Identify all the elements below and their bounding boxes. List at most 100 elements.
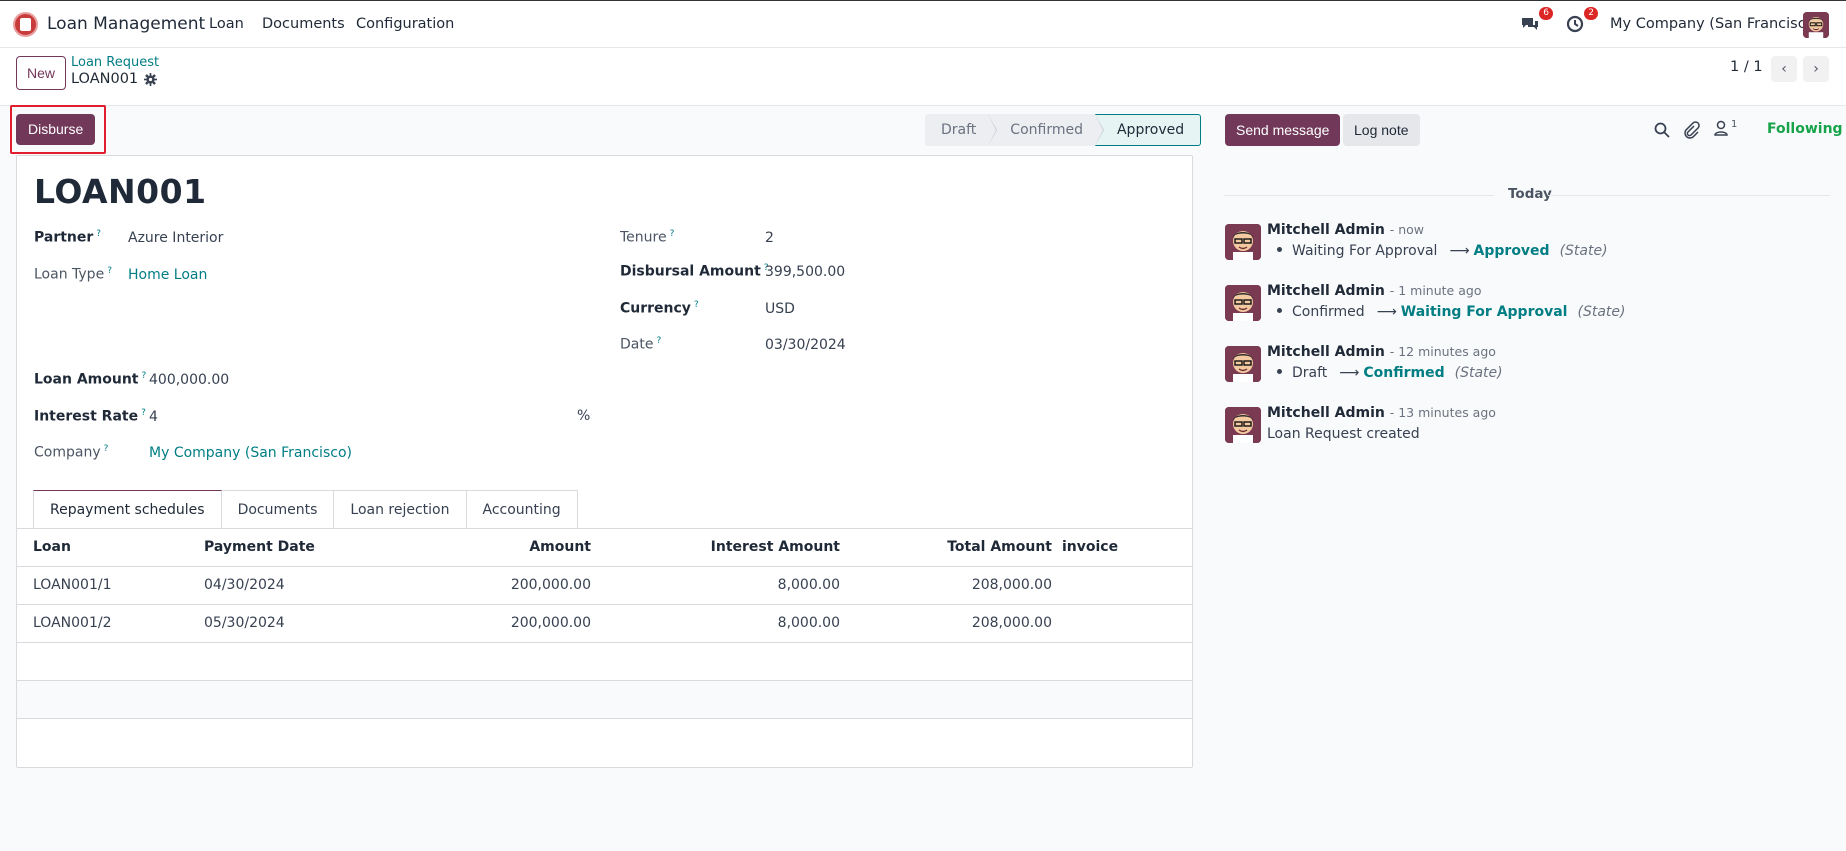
separator-line: [1224, 195, 1494, 196]
arrow-right-icon: ⟶: [1376, 304, 1397, 320]
author-avatar[interactable]: [1225, 346, 1261, 382]
col-loan[interactable]: Loan: [33, 539, 71, 555]
date-separator: Today: [1508, 186, 1552, 202]
interest-rate-field[interactable]: 4: [149, 409, 158, 425]
following-button[interactable]: Following: [1767, 121, 1843, 137]
cell-payment-date: 04/30/2024: [204, 577, 285, 593]
currency-field[interactable]: USD: [765, 301, 795, 317]
disburse-button[interactable]: Disburse: [16, 114, 96, 145]
loan-type-field[interactable]: Home Loan: [128, 267, 208, 283]
loan-amount-label: Loan Amount?: [34, 371, 147, 388]
message-author[interactable]: Mitchell Admin - 12 minutes ago: [1267, 344, 1496, 360]
stage-draft[interactable]: Draft: [925, 114, 998, 146]
message-time: - 12 minutes ago: [1389, 344, 1496, 359]
message-body: Waiting For Approval ⟶ Approved (State): [1267, 243, 1608, 259]
stage-approved-label: Approved: [1116, 122, 1185, 138]
followers-button[interactable]: 1: [1713, 119, 1737, 137]
table-row[interactable]: LOAN001/1 04/30/2024 200,000.00 8,000.00…: [17, 567, 1192, 605]
date-field[interactable]: 03/30/2024: [765, 337, 846, 353]
stage-approved[interactable]: Approved: [1094, 114, 1202, 146]
currency-label: Currency?: [620, 300, 699, 317]
author-avatar[interactable]: [1225, 407, 1261, 443]
pager-value[interactable]: 1 / 1: [1730, 59, 1763, 75]
loan-type-label: Loan Type?: [34, 266, 112, 283]
empty-row: [17, 643, 1192, 681]
company-switcher[interactable]: My Company (San Francisco): [1610, 16, 1821, 32]
gear-icon[interactable]: [144, 72, 158, 86]
message-author[interactable]: Mitchell Admin - now: [1267, 222, 1425, 238]
col-amount[interactable]: Amount: [529, 539, 591, 555]
col-total-amount[interactable]: Total Amount: [947, 539, 1052, 555]
form-sheet: LOAN001 Partner? Azure Interior Loan Typ…: [16, 155, 1193, 768]
arrow-right-icon: ⟶: [1339, 365, 1360, 381]
col-payment-date[interactable]: Payment Date: [204, 539, 315, 555]
record-title: LOAN001: [34, 172, 207, 211]
author-avatar[interactable]: [1225, 224, 1261, 260]
control-panel: New Loan Request LOAN001 1 / 1 ‹ ›: [0, 48, 1846, 106]
stage-confirmed-label: Confirmed: [1010, 122, 1083, 138]
user-avatar[interactable]: [1803, 12, 1829, 38]
cell-total-amount: 208,000.00: [971, 615, 1052, 631]
message-author[interactable]: Mitchell Admin - 1 minute ago: [1267, 283, 1482, 299]
log-note-button[interactable]: Log note: [1343, 114, 1420, 146]
interest-rate-label: Interest Rate?: [34, 408, 146, 425]
pager-next-icon[interactable]: ›: [1803, 56, 1829, 82]
tenure-label: Tenure?: [620, 229, 675, 246]
cell-amount: 200,000.00: [510, 615, 591, 631]
highlight-box: [10, 105, 106, 154]
pager-previous-icon[interactable]: ‹: [1771, 56, 1797, 82]
menu-configuration[interactable]: Configuration: [356, 16, 455, 32]
message-author[interactable]: Mitchell Admin - 13 minutes ago: [1267, 405, 1496, 421]
partner-field[interactable]: Azure Interior: [128, 230, 224, 246]
notebook-tabs: Repayment schedules Documents Loan rejec…: [33, 490, 578, 529]
app-logo-icon[interactable]: [13, 12, 38, 37]
cell-interest-amount: 8,000.00: [777, 615, 840, 631]
new-button[interactable]: New: [16, 56, 67, 90]
tenure-field[interactable]: 2: [765, 230, 774, 246]
cell-loan: LOAN001/2: [33, 615, 112, 631]
separator-line: [1548, 195, 1830, 196]
search-icon[interactable]: [1653, 121, 1671, 139]
message-body: Confirmed ⟶ Waiting For Approval (State): [1267, 304, 1625, 320]
tab-loan-rejection[interactable]: Loan rejection: [334, 490, 467, 529]
disbursal-amount-label: Disbursal Amount?: [620, 263, 769, 280]
cell-total-amount: 208,000.00: [971, 577, 1052, 593]
interest-unit: %: [577, 408, 591, 424]
tab-repayment-schedules[interactable]: Repayment schedules: [33, 490, 222, 529]
stage-draft-label: Draft: [941, 122, 977, 138]
breadcrumb-loan-request[interactable]: Loan Request: [71, 55, 160, 70]
company-field[interactable]: My Company (San Francisco): [149, 445, 352, 461]
messages-badge: 6: [1539, 7, 1553, 20]
cell-loan: LOAN001/1: [33, 577, 112, 593]
message-time: - now: [1389, 222, 1425, 237]
col-invoice[interactable]: invoice: [1062, 539, 1119, 555]
paperclip-icon[interactable]: [1682, 121, 1700, 139]
app-name[interactable]: Loan Management: [47, 14, 206, 34]
menu-loan[interactable]: Loan: [209, 16, 244, 32]
record-name: LOAN001: [71, 71, 158, 87]
messages-icon[interactable]: 6: [1520, 7, 1553, 36]
cell-payment-date: 05/30/2024: [204, 615, 285, 631]
cell-amount: 200,000.00: [510, 577, 591, 593]
stage-confirmed[interactable]: Confirmed: [988, 114, 1104, 146]
followers-count: 1: [1731, 119, 1738, 130]
table-header: Loan Payment Date Amount Interest Amount…: [17, 529, 1192, 567]
tab-accounting[interactable]: Accounting: [466, 490, 578, 529]
top-navbar: Loan Management Loan Documents Configura…: [0, 0, 1846, 48]
tab-documents[interactable]: Documents: [221, 490, 335, 529]
send-message-button[interactable]: Send message: [1225, 114, 1341, 146]
company-label: Company?: [34, 444, 109, 461]
record-name-label: LOAN001: [71, 71, 139, 87]
status-bar: Draft Confirmed Approved: [925, 114, 1202, 146]
table-row[interactable]: LOAN001/2 05/30/2024 200,000.00 8,000.00…: [17, 605, 1192, 643]
partner-label: Partner?: [34, 229, 102, 246]
disbursal-amount-field[interactable]: 399,500.00: [765, 264, 846, 280]
cell-interest-amount: 8,000.00: [777, 577, 840, 593]
menu-documents[interactable]: Documents: [262, 16, 345, 32]
activities-icon[interactable]: 2: [1565, 7, 1598, 36]
loan-amount-field[interactable]: 400,000.00: [149, 372, 230, 388]
col-interest-amount[interactable]: Interest Amount: [710, 539, 840, 555]
author-avatar[interactable]: [1225, 285, 1261, 321]
message-time: - 13 minutes ago: [1389, 405, 1496, 420]
user-icon: [1714, 120, 1728, 136]
